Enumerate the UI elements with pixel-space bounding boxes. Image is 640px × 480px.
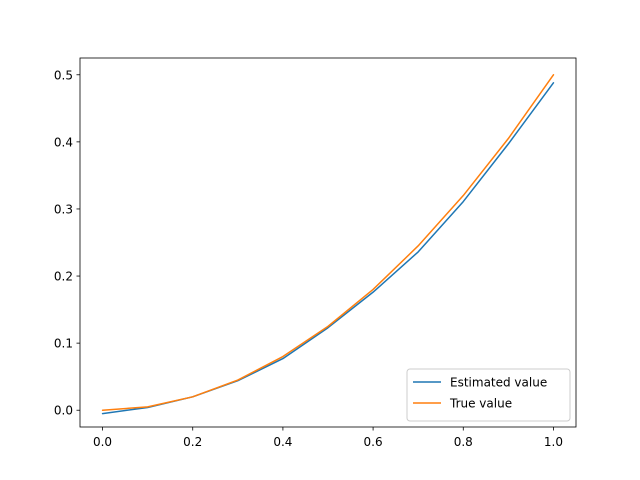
y-tick-label: 0.0 (54, 404, 73, 418)
legend-label-1: True value (449, 397, 512, 411)
legend-label-0: Estimated value (450, 376, 547, 390)
y-tick-label: 0.4 (54, 135, 73, 149)
series-line-1 (101, 74, 555, 411)
y-tick-label: 0.5 (54, 68, 73, 82)
legend-box (406, 368, 571, 422)
legend: Estimated value True value (406, 368, 571, 422)
ticks-layer: 0.0 0.2 0.4 0.6 0.8 1.0 0.0 0.1 0.2 0.3 0.4 0.5 (54, 68, 563, 449)
x-tick-label: 1.0 (544, 435, 563, 449)
x-tick-label: 0.0 (93, 435, 112, 449)
x-tick-label: 0.8 (454, 435, 473, 449)
x-tick-label: 0.4 (273, 435, 292, 449)
y-tick-label: 0.2 (54, 270, 73, 284)
y-tick-label: 0.1 (54, 337, 73, 351)
axes-frame (79, 57, 577, 428)
x-tick-label: 0.6 (364, 435, 383, 449)
y-tick-label: 0.3 (54, 202, 73, 216)
x-tick-label: 0.2 (183, 435, 202, 449)
lines-layer (101, 74, 555, 415)
